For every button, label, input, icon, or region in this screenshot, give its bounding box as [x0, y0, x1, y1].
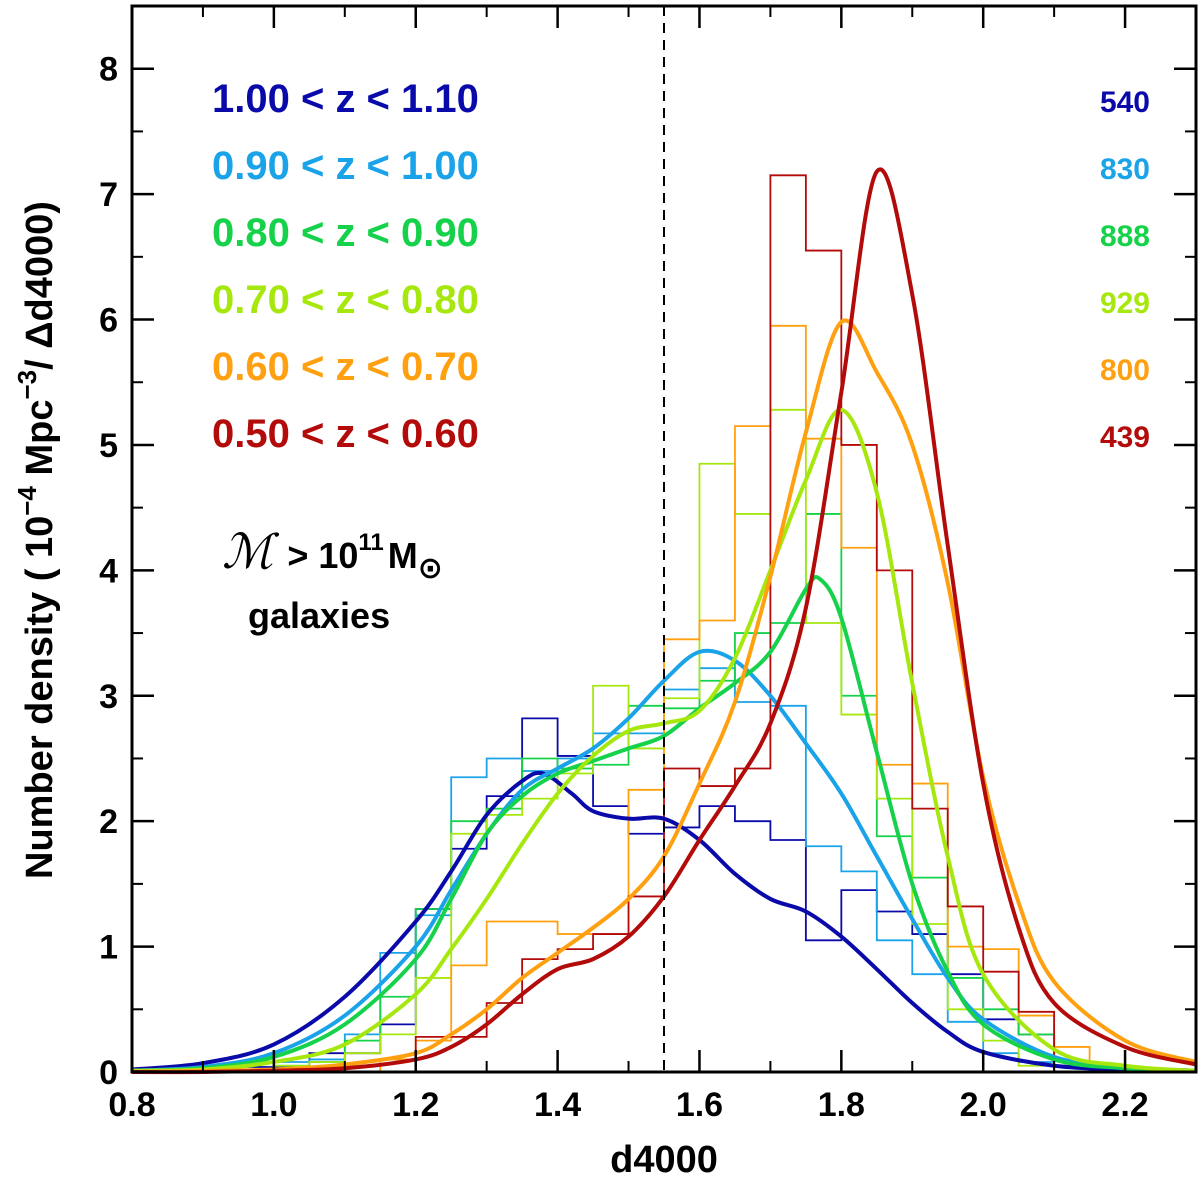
- curve-series-0: [131, 770, 1197, 1073]
- x-tick-label: 1.8: [818, 1086, 865, 1124]
- tick-labels: 0.8 1.0 1.2 1.4 1.6 1.8 2.0 2.2 0 1 2 3 4 5 6 7 8: [99, 51, 1149, 1124]
- y-tick-label: 4: [99, 552, 118, 590]
- count-label-0: 540: [1100, 86, 1150, 119]
- count-label-4: 800: [1100, 354, 1150, 387]
- legend-entry-5: 0.50 < z < 0.60: [212, 412, 479, 456]
- mass-annotation: ℳ > 1011 M⊙: [222, 524, 443, 586]
- count-label-2: 888: [1100, 220, 1150, 253]
- y-axis-title-prefix: Number density ( 10: [19, 516, 61, 879]
- y-axis-title-exp2: −3: [12, 370, 42, 400]
- y-tick-label: 3: [99, 678, 118, 716]
- legend: 1.00 < z < 1.10 0.90 < z < 1.00 0.80 < z <…: [212, 77, 479, 456]
- sample-counts: 540 830 888 929 800 439: [1100, 86, 1150, 454]
- x-tick-label: 1.6: [676, 1086, 723, 1124]
- mass-exponent: 11: [358, 529, 383, 556]
- curve-series-3: [131, 407, 1197, 1073]
- x-tick-label: 1.2: [392, 1086, 439, 1124]
- x-tick-label: 2.0: [960, 1086, 1007, 1124]
- legend-entry-2: 0.80 < z < 0.90: [212, 211, 479, 255]
- y-tick-label: 0: [99, 1054, 118, 1092]
- smoothed-curves: [131, 167, 1197, 1075]
- legend-entry-0: 1.00 < z < 1.10: [212, 77, 479, 121]
- y-axis-title-exp: −4: [12, 486, 42, 516]
- legend-entry-1: 0.90 < z < 1.00: [212, 144, 479, 188]
- x-tick-label: 2.2: [1101, 1086, 1148, 1124]
- mass-symbol: ℳ: [222, 524, 280, 580]
- y-tick-label: 5: [99, 427, 118, 465]
- count-label-5: 439: [1100, 421, 1150, 454]
- x-tick-label: 1.4: [534, 1086, 581, 1124]
- legend-entry-4: 0.60 < z < 0.70: [212, 345, 479, 389]
- count-label-3: 929: [1100, 287, 1150, 320]
- sun-symbol: ⊙: [418, 551, 443, 586]
- count-label-1: 830: [1100, 153, 1150, 186]
- mass-unit: M: [388, 535, 418, 576]
- mass-threshold: > 10: [287, 535, 358, 576]
- plot-frame: [130, 4, 1198, 1074]
- y-axis-title-suffix: / Δd4000): [19, 201, 61, 370]
- y-tick-label: 1: [99, 929, 118, 967]
- x-axis-title: d4000: [610, 1139, 718, 1181]
- curve-series-2: [131, 574, 1197, 1073]
- y-axis-title: Number density ( 10−4 Mpc−3/ Δd4000): [12, 201, 61, 879]
- galaxies-label: galaxies: [248, 595, 390, 636]
- y-tick-label: 8: [99, 51, 118, 89]
- legend-entry-3: 0.70 < z < 0.80: [212, 278, 479, 322]
- y-tick-label: 2: [99, 803, 118, 841]
- y-axis-title-mid: Mpc: [19, 400, 61, 487]
- curve-series-5: [131, 167, 1197, 1075]
- y-tick-label: 6: [99, 302, 118, 340]
- x-tick-label: 0.8: [108, 1086, 155, 1124]
- y-tick-label: 7: [99, 176, 118, 214]
- x-tick-label: 1.0: [250, 1086, 297, 1124]
